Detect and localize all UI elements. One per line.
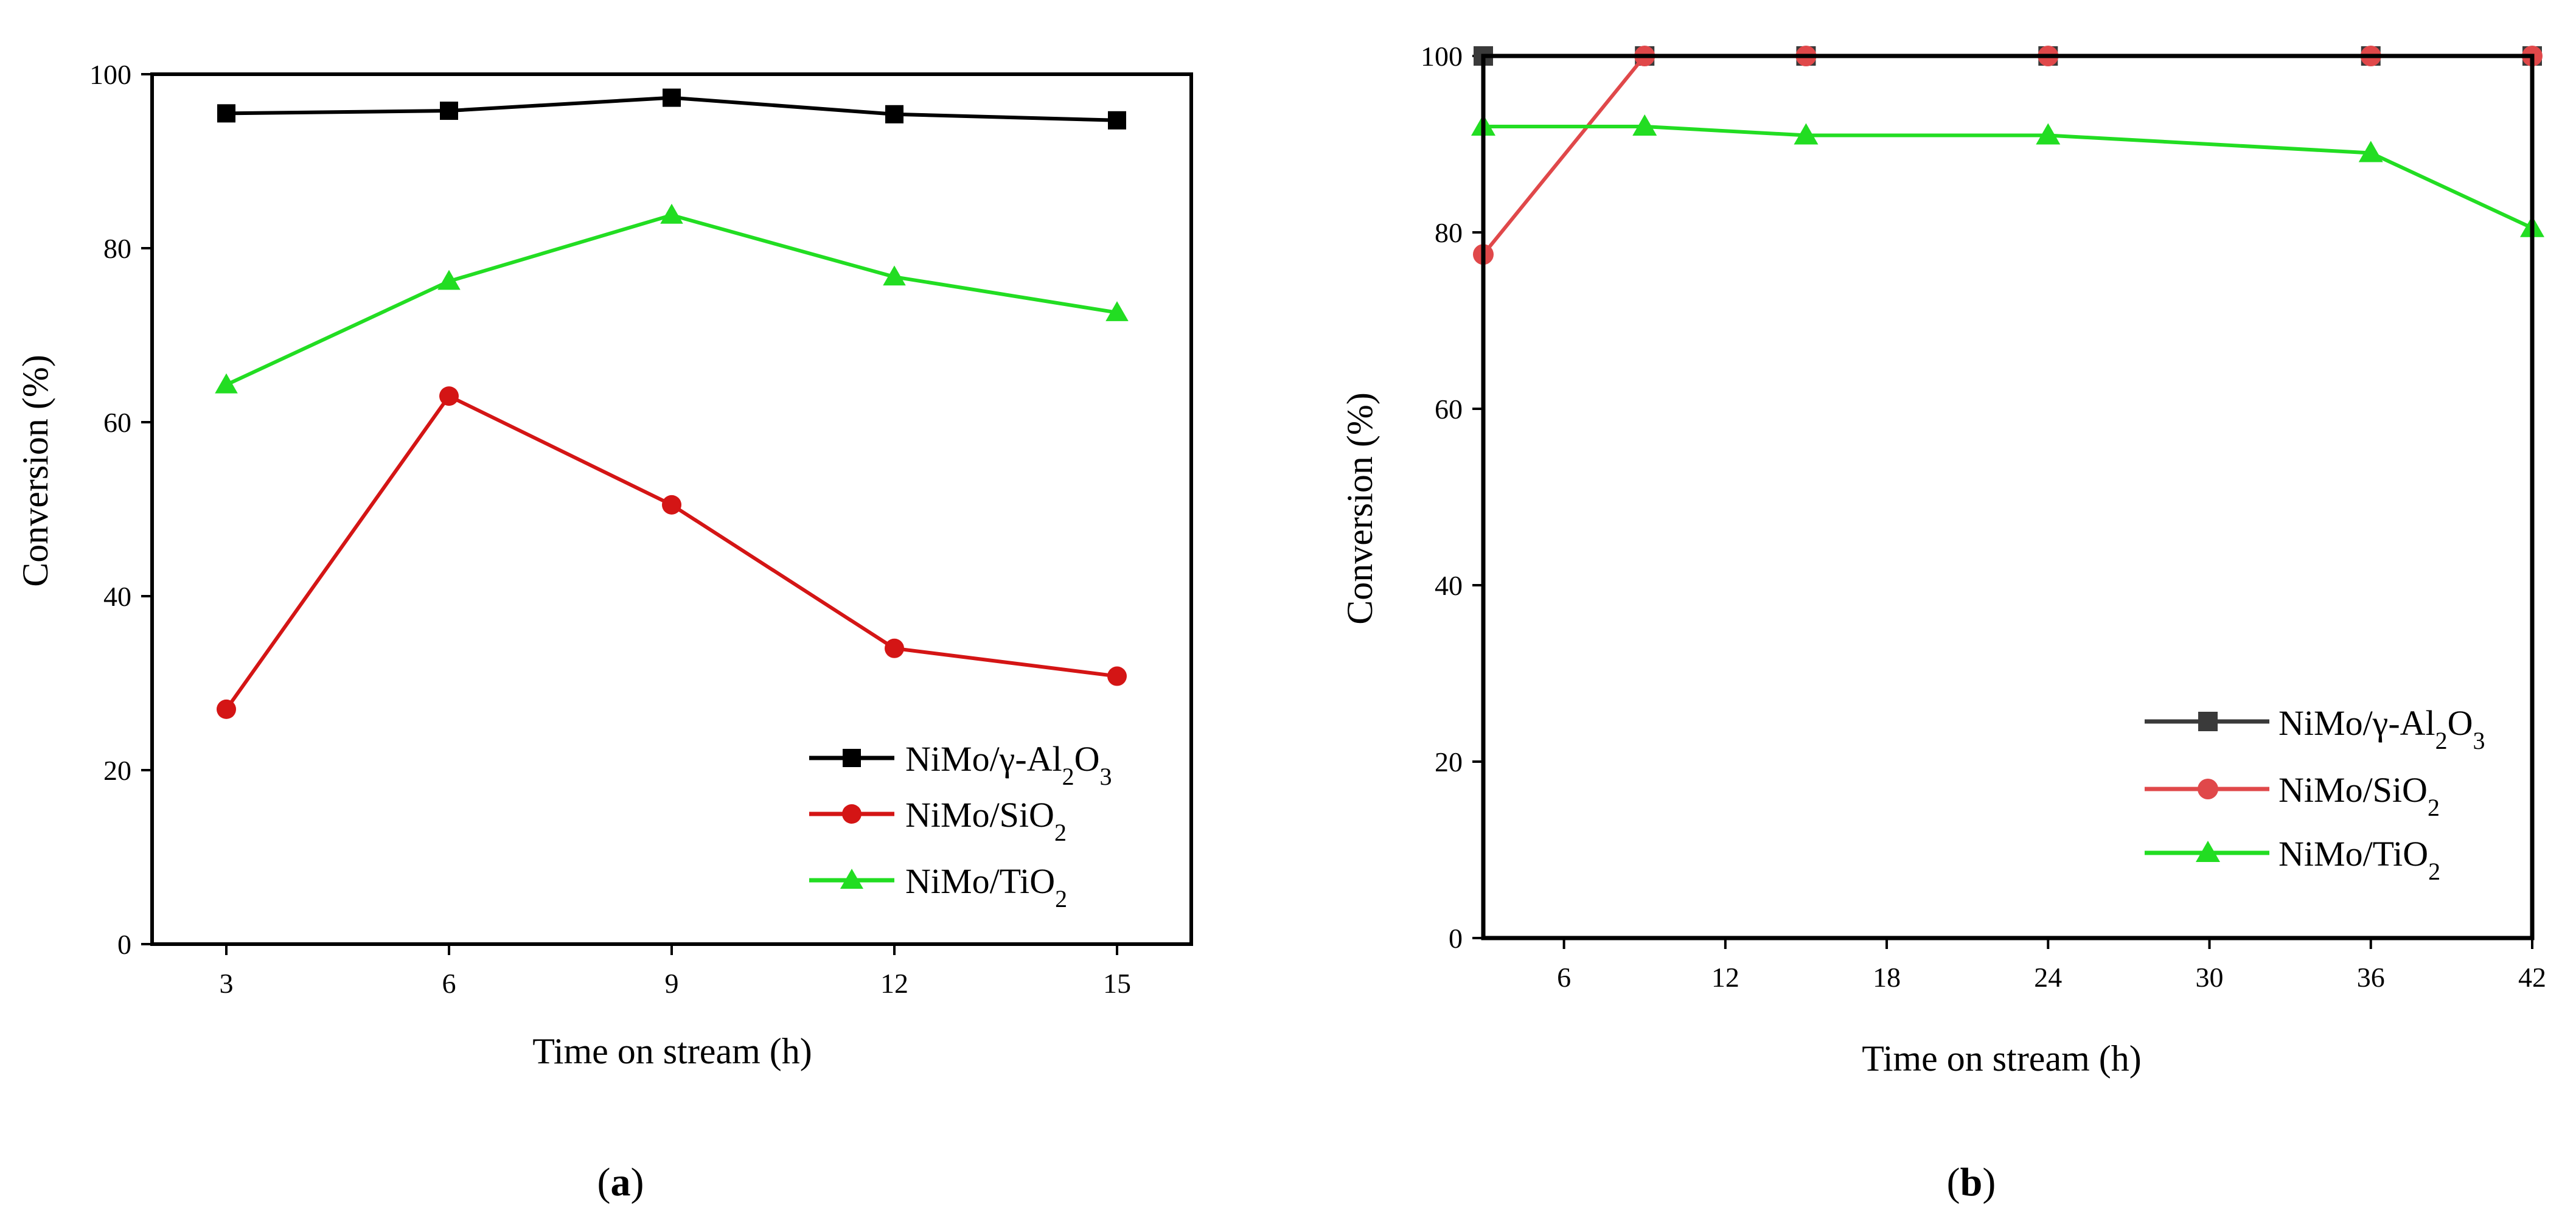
panel-a-point-tio2 [660, 203, 683, 224]
panel-b-y-axis-title: Conversion (%) [1340, 392, 1380, 625]
panel-b-point-tio2 [2036, 123, 2061, 145]
panel-a-legend-item-sio2: NiMo/SiO2 [809, 795, 1067, 846]
panel-b-legend-marker-al2o3 [2198, 712, 2218, 731]
panel-a-legend: NiMo/γ-Al2O3 NiMo/SiO2 NiMo/TiO2 [809, 739, 1112, 912]
panel-a-series-line-tio2 [225, 213, 1118, 387]
panel-b-y-tick-label: 20 [1435, 746, 1463, 777]
panel-a-legend-marker-tio2 [840, 869, 863, 889]
panel-a-x-tick-label: 3 [220, 968, 234, 999]
panel-label-b: (b) [1947, 1160, 1996, 1204]
panel-a-y-tick-label: 60 [103, 407, 131, 438]
panel-b-y-tick-label: 80 [1435, 217, 1463, 248]
panel-a-point-sio2 [217, 699, 236, 719]
panel-b-legend: NiMo/γ-Al2O3 NiMo/SiO2 NiMo/TiO2 [2145, 703, 2485, 885]
panel-b-point-tio2 [2358, 141, 2383, 162]
panel-a-point-tio2 [1105, 301, 1129, 321]
panel-b-x-tick-label: 42 [2518, 962, 2546, 993]
panel-a-x-tick-label: 6 [442, 968, 456, 999]
panel-a-y-tick-label: 0 [117, 929, 131, 960]
panel-a-x-tick-label: 12 [880, 968, 908, 999]
panel-a-y-tick-label: 40 [103, 581, 131, 612]
panel-b-plot-frame [1481, 54, 2535, 940]
panel-a-series-layer [215, 88, 1129, 719]
panel-b-legend-label-sio2: NiMo/SiO2 [2278, 770, 2440, 821]
panel-a-series-line-sio2 [225, 394, 1118, 711]
panel-b-x-tick-label: 24 [2034, 962, 2062, 993]
panel-b-legend-item-al2o3: NiMo/γ-Al2O3 [2145, 703, 2485, 754]
panel-a-point-al2o3 [440, 102, 458, 120]
panel-a-point-al2o3 [1108, 111, 1126, 130]
panel-b-series-line-tio2 [1483, 125, 2533, 230]
panel-a-point-sio2 [439, 386, 459, 406]
panel-a-point-sio2 [885, 638, 904, 658]
panel-a-frame [150, 72, 1193, 946]
panel-b-y-tick-label: 0 [1449, 923, 1463, 954]
panel-b-point-tio2 [1794, 123, 1819, 145]
panel-b-legend-marker-sio2 [2198, 779, 2218, 799]
panel-a-point-sio2 [1107, 666, 1127, 686]
panel-b-y-tick-label: 100 [1421, 41, 1463, 72]
panel-b-legend-marker-tio2 [2196, 841, 2220, 862]
panel-label-a: (a) [597, 1160, 644, 1204]
panel-b-legend-label-tio2: NiMo/TiO2 [2278, 834, 2440, 885]
panel-a-axes: 3 6 9 12 15 0 20 40 60 80 100 [89, 59, 1131, 999]
panel-a-legend-item-tio2: NiMo/TiO2 [809, 861, 1067, 912]
panel-b-chart: 6 12 18 24 30 36 42 0 20 40 60 80 100 Time on stream… [1340, 41, 2546, 1079]
panel-b-x-tick-label: 36 [2357, 962, 2385, 993]
panel-a-y-tick-label: 80 [103, 233, 131, 264]
panel-a-chart: 3 6 9 12 15 0 20 40 60 80 100 Time on stream (h) C… [15, 59, 1193, 1071]
panel-a-legend-label-tio2: NiMo/TiO2 [905, 861, 1067, 912]
panel-a-x-tick-label: 15 [1103, 968, 1131, 999]
panel-b-legend-item-sio2: NiMo/SiO2 [2145, 770, 2440, 821]
panel-b-legend-item-tio2: NiMo/TiO2 [2145, 834, 2440, 885]
panel-a-y-tick-label: 20 [103, 755, 131, 786]
panel-a-y-axis-title: Conversion (%) [15, 355, 55, 587]
panel-a-x-axis-title: Time on stream (h) [532, 1031, 812, 1071]
panel-a-point-tio2 [437, 269, 461, 290]
panel-b-series-layer [1471, 46, 2544, 265]
panel-b-x-axis-title: Time on stream (h) [1862, 1038, 2141, 1079]
panel-b-y-tick-label: 60 [1435, 394, 1463, 425]
panel-b-axes: 6 12 18 24 30 36 42 0 20 40 60 80 100 [1421, 41, 2546, 993]
panel-a-legend-label-al2o3: NiMo/γ-Al2O3 [905, 739, 1112, 790]
panel-b-y-tick-label: 40 [1435, 570, 1463, 601]
panel-a-point-al2o3 [217, 104, 235, 123]
panel-a-point-al2o3 [663, 88, 681, 107]
panel-b-x-tick-label: 12 [1711, 962, 1739, 993]
panel-b-x-tick-label: 30 [2196, 962, 2224, 993]
panel-a-point-sio2 [662, 495, 681, 515]
panel-a-point-al2o3 [885, 105, 903, 123]
panel-a-point-tio2 [883, 265, 906, 286]
panel-a-legend-marker-sio2 [842, 804, 862, 824]
panel-b-frame [1481, 54, 2535, 940]
panel-a-legend-item-al2o3: NiMo/γ-Al2O3 [809, 739, 1112, 790]
panel-a-x-tick-label: 9 [665, 968, 679, 999]
panel-a-legend-marker-al2o3 [843, 749, 861, 767]
panel-a-y-tick-label: 100 [89, 59, 131, 90]
panel-b-point-tio2 [1632, 114, 1657, 136]
panel-a-plot-frame [150, 72, 1193, 946]
panel-a-legend-label-sio2: NiMo/SiO2 [905, 795, 1067, 846]
panel-a-point-tio2 [215, 373, 238, 394]
panel-b-x-tick-label: 18 [1873, 962, 1901, 993]
panel-b-x-tick-label: 6 [1557, 962, 1571, 993]
panel-b-legend-label-al2o3: NiMo/γ-Al2O3 [2278, 703, 2485, 754]
